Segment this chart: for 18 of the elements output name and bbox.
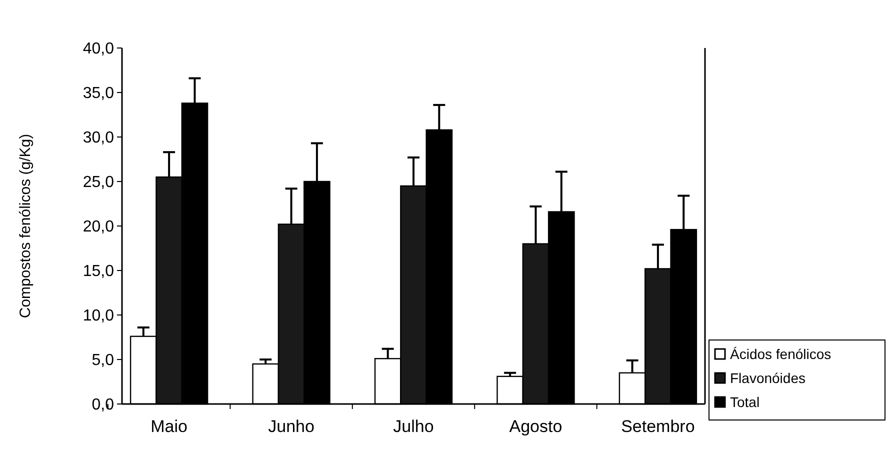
x-tick-label: Junho — [268, 417, 314, 436]
legend-label: Total — [730, 394, 760, 410]
y-tick-label: 25,0 — [82, 174, 114, 192]
y-tick-label: 20,0 — [82, 218, 114, 236]
y-tick-label: 0,0 — [92, 396, 114, 414]
y-tick-label: 35,0 — [82, 85, 114, 102]
x-tick-label: Agosto — [509, 417, 562, 436]
y-tick-label: 10,0 — [82, 308, 114, 325]
y-tick-label: 30,0 — [82, 130, 114, 147]
x-tick-label: Julho — [393, 417, 434, 436]
y-axis-title: Compostos fenólicos (g/Kg) — [17, 134, 34, 318]
x-tick-label: Maio — [150, 417, 188, 436]
y-tick-label: 40,0 — [82, 40, 114, 58]
y-tick-label: 15,0 — [82, 263, 114, 280]
x-tick-label: Setembro — [621, 417, 695, 436]
legend-label: Ácidos fenólicos — [730, 346, 832, 362]
y-tick-label: 5,0 — [92, 352, 114, 370]
legend-label: Flavonóides — [730, 370, 806, 386]
